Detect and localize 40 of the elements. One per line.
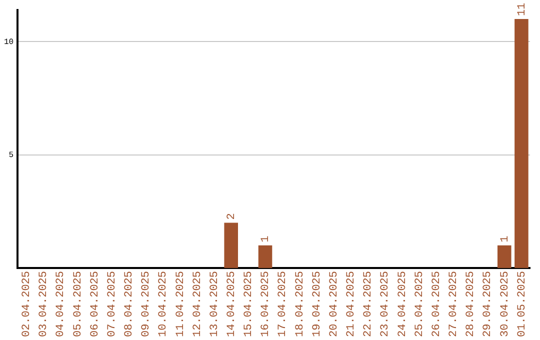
x-tick-label: 08.04.2025: [124, 270, 136, 338]
x-tick-label: 25.04.2025: [414, 270, 426, 338]
x-tick-label: 11.04.2025: [174, 270, 187, 338]
bar: [514, 19, 528, 268]
x-tick-label: 12.04.2025: [192, 270, 204, 338]
x-tick-label: 26.04.2025: [430, 270, 443, 338]
x-tick-label: 09.04.2025: [140, 270, 153, 338]
x-tick-label: 05.04.2025: [72, 270, 84, 338]
x-tick-label: 10.04.2025: [158, 270, 170, 338]
x-tick-label: 29.04.2025: [482, 270, 494, 338]
data-label: 1: [499, 235, 512, 242]
x-tick-label: 22.04.2025: [362, 270, 375, 338]
data-label: 2: [226, 213, 238, 220]
bar: [224, 222, 238, 268]
y-tick-label: 5: [8, 150, 14, 160]
x-tick-label: 14.04.2025: [226, 270, 238, 338]
x-tick-label: 01.05.2025: [516, 270, 528, 338]
x-tick-label: 13.04.2025: [208, 270, 221, 338]
data-label: 1: [260, 235, 272, 242]
data-label: 11: [516, 2, 528, 16]
x-tick-label: 02.04.2025: [21, 270, 34, 338]
x-tick-label: 04.04.2025: [55, 270, 68, 338]
x-tick-label: 06.04.2025: [89, 270, 102, 338]
x-tick-label: 27.04.2025: [448, 270, 460, 338]
x-tick-label: 21.04.2025: [346, 270, 358, 338]
x-tick-label: 03.04.2025: [38, 270, 50, 338]
bar: [258, 245, 272, 268]
x-tick-label: 16.04.2025: [260, 270, 272, 338]
y-tick-label: 10: [4, 38, 14, 47]
x-tick-label: 19.04.2025: [311, 270, 324, 338]
x-tick-label: 07.04.2025: [106, 270, 118, 338]
x-tick-label: 24.04.2025: [396, 270, 409, 338]
x-tick-label: 23.04.2025: [380, 270, 392, 338]
x-tick-label: 17.04.2025: [277, 270, 290, 338]
x-tick-label: 20.04.2025: [328, 270, 340, 338]
bar: [497, 245, 512, 268]
x-tick-label: 18.04.2025: [294, 270, 306, 338]
x-tick-label: 15.04.2025: [243, 270, 256, 338]
x-tick-label: 28.04.2025: [465, 270, 478, 338]
x-tick-label: 30.04.2025: [499, 270, 512, 338]
